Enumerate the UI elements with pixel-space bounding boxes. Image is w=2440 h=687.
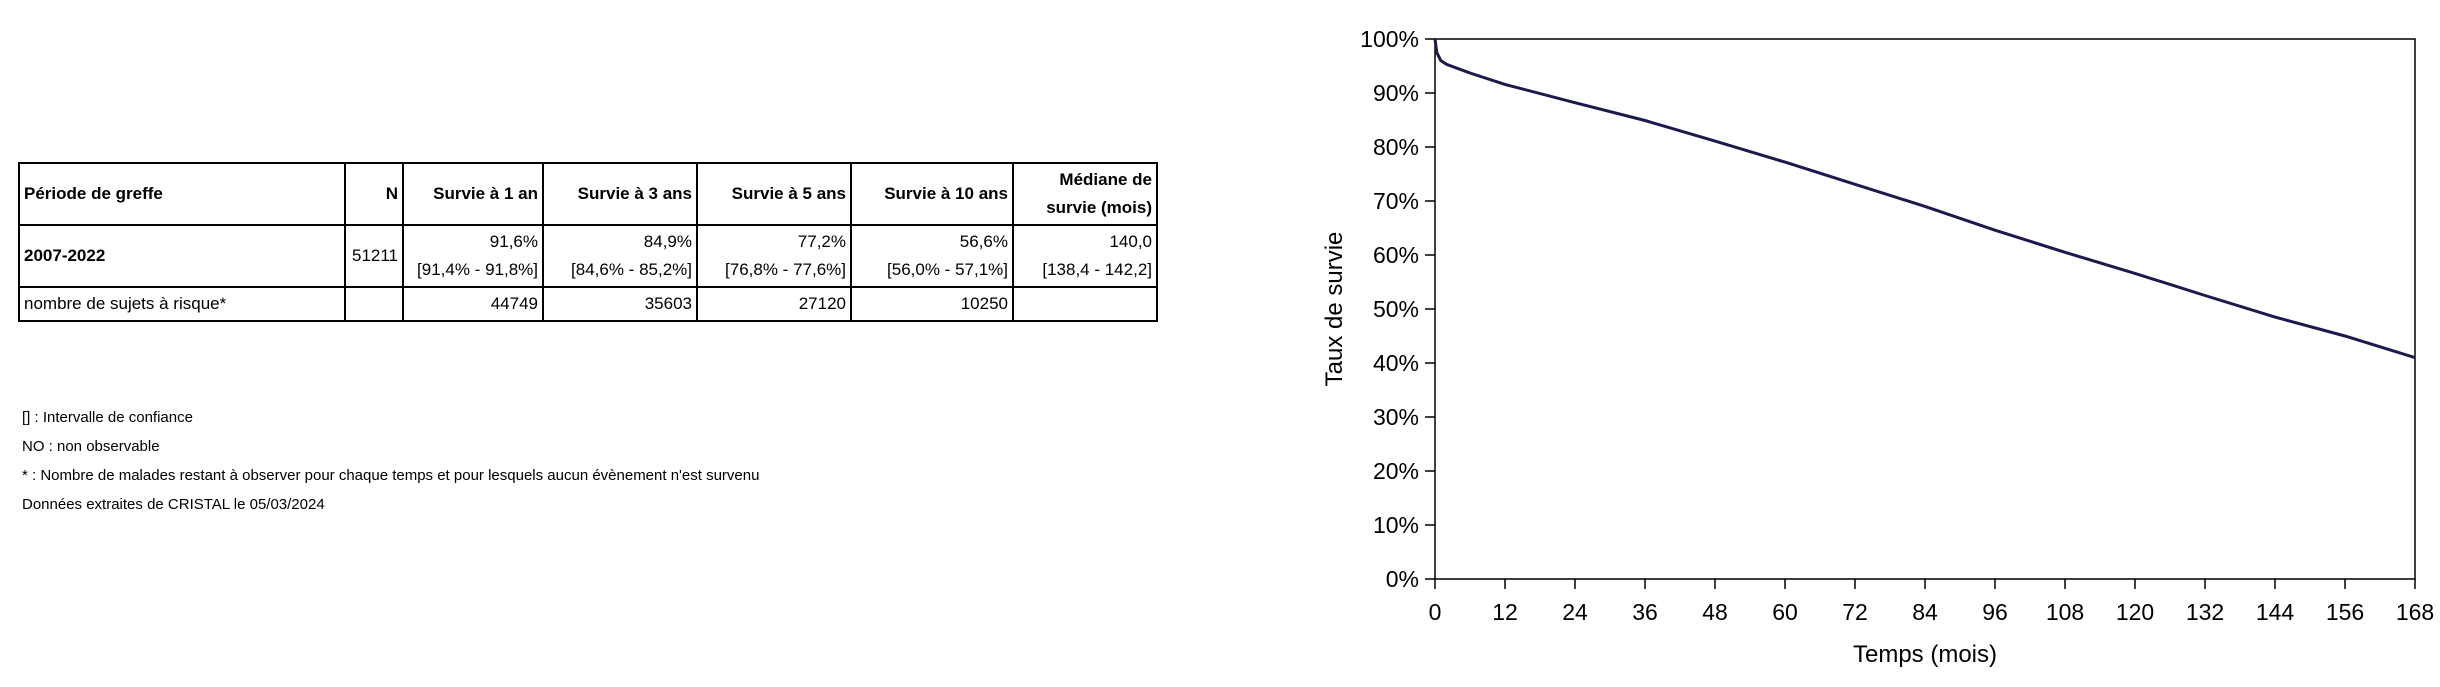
y-tick-label: 90%	[1373, 80, 1419, 106]
header-survie-1an: Survie à 1 an	[402, 162, 544, 226]
confidence-interval: [84,6% - 85,2%]	[571, 260, 692, 279]
survival-curve	[1433, 38, 2416, 360]
value: 56,6%	[959, 232, 1008, 251]
x-tick-label: 132	[2186, 599, 2224, 625]
header-survie-3ans: Survie à 3 ans	[542, 162, 698, 226]
y-tick-label: 80%	[1373, 134, 1419, 160]
note-risk: * : Nombre de malades restant à observer…	[22, 467, 760, 484]
x-tick-label: 120	[2116, 599, 2154, 625]
value: 91,6%	[489, 232, 538, 251]
y-tick-label: 50%	[1373, 296, 1419, 322]
y-tick-label: 60%	[1373, 242, 1419, 268]
value: 140,0	[1109, 232, 1152, 251]
y-axis-title: Taux de survie	[1321, 232, 1348, 387]
header-mediane-line2: survie (mois)	[1046, 198, 1152, 217]
x-tick-label: 12	[1492, 599, 1518, 625]
value: 84,9%	[643, 232, 692, 251]
y-tick-label: 0%	[1386, 566, 1419, 592]
x-tick-label: 156	[2326, 599, 2364, 625]
period-survie-10ans: 56,6% [56,0% - 57,1%]	[850, 224, 1014, 288]
header-survie-5ans: Survie à 5 ans	[696, 162, 852, 226]
header-periode: Période de greffe	[18, 162, 346, 226]
risk-1an: 44749	[402, 286, 544, 322]
risk-10ans: 10250	[850, 286, 1014, 322]
y-tick-label: 20%	[1373, 458, 1419, 484]
survival-chart: 0% 10% 20% 30% 40% 50% 60% 70% 80% 90% 100% 0 12 24 3…	[1321, 26, 2434, 668]
risk-mediane	[1012, 286, 1158, 322]
footnotes: [] : Intervalle de confiance NO : non ob…	[22, 403, 759, 519]
x-tick-label: 84	[1912, 599, 1938, 625]
period-survie-5ans: 77,2% [76,8% - 77,6%]	[696, 224, 852, 288]
y-tick-label: 100%	[1360, 26, 1419, 52]
period-n: 51211	[344, 224, 404, 288]
x-tick-label: 24	[1562, 599, 1588, 625]
x-axis-ticks: 0 12 24 36 48 60 72 84 96 108 120 132 144 156 168	[1429, 579, 2434, 625]
value: 77,2%	[797, 232, 846, 251]
period-label: 2007-2022	[18, 224, 346, 288]
period-mediane: 140,0 [138,4 - 142,2]	[1012, 224, 1158, 288]
period-survie-3ans: 84,9% [84,6% - 85,2%]	[542, 224, 698, 288]
plot-frame	[1434, 38, 2416, 580]
x-tick-label: 108	[2046, 599, 2084, 625]
confidence-interval: [76,8% - 77,6%]	[725, 260, 846, 279]
table-row-at-risk: nombre de sujets à risque* 44749 35603 2…	[18, 286, 1158, 322]
risk-3ans: 35603	[542, 286, 698, 322]
y-tick-label: 40%	[1373, 350, 1419, 376]
x-tick-label: 60	[1772, 599, 1798, 625]
confidence-interval: [56,0% - 57,1%]	[887, 260, 1008, 279]
x-tick-label: 168	[2396, 599, 2434, 625]
x-tick-label: 72	[1842, 599, 1868, 625]
header-mediane: Médiane de survie (mois)	[1012, 162, 1158, 226]
y-tick-label: 70%	[1373, 188, 1419, 214]
risk-5ans: 27120	[696, 286, 852, 322]
note-ci: [] : Intervalle de confiance	[22, 409, 193, 426]
table-header-row: Période de greffe N Survie à 1 an Survie…	[18, 162, 1158, 226]
x-tick-label: 96	[1982, 599, 2008, 625]
header-mediane-line1: Médiane de	[1059, 170, 1152, 189]
risk-n	[344, 286, 404, 322]
y-tick-label: 30%	[1373, 404, 1419, 430]
period-survie-1an: 91,6% [91,4% - 91,8%]	[402, 224, 544, 288]
header-survie-10ans: Survie à 10 ans	[850, 162, 1014, 226]
x-tick-label: 0	[1429, 599, 1442, 625]
risk-label: nombre de sujets à risque*	[18, 286, 346, 322]
confidence-interval: [138,4 - 142,2]	[1042, 260, 1152, 279]
x-axis-title: Temps (mois)	[1853, 641, 1997, 668]
x-tick-label: 144	[2256, 599, 2295, 625]
table-row-period: 2007-2022 51211 91,6% [91,4% - 91,8%] 84…	[18, 224, 1158, 288]
y-tick-label: 10%	[1373, 512, 1419, 538]
x-tick-label: 36	[1632, 599, 1658, 625]
y-axis-ticks: 0% 10% 20% 30% 40% 50% 60% 70% 80% 90% 100%	[1360, 26, 1435, 592]
confidence-interval: [91,4% - 91,8%]	[417, 260, 538, 279]
x-tick-label: 48	[1702, 599, 1728, 625]
note-source: Données extraites de CRISTAL le 05/03/20…	[22, 496, 325, 513]
note-no: NO : non observable	[22, 438, 160, 455]
header-n: N	[344, 162, 404, 226]
survival-table: Période de greffe N Survie à 1 an Survie…	[18, 162, 1158, 322]
